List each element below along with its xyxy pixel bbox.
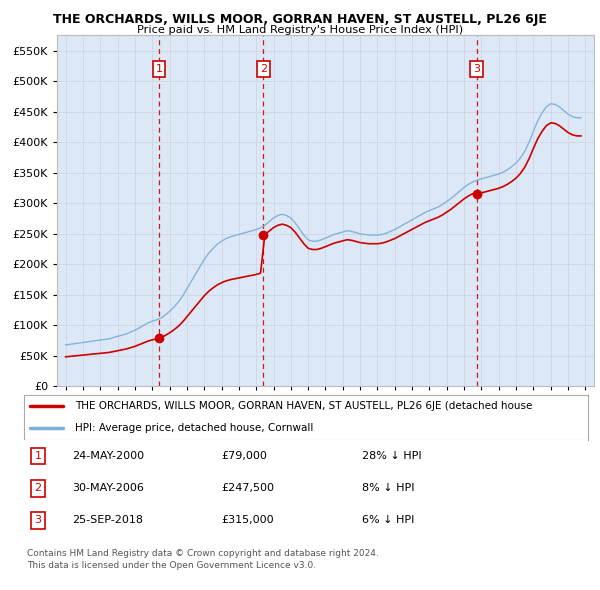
Text: 24-MAY-2000: 24-MAY-2000 (72, 451, 144, 461)
Text: THE ORCHARDS, WILLS MOOR, GORRAN HAVEN, ST AUSTELL, PL26 6JE: THE ORCHARDS, WILLS MOOR, GORRAN HAVEN, … (53, 13, 547, 26)
Text: THE ORCHARDS, WILLS MOOR, GORRAN HAVEN, ST AUSTELL, PL26 6JE (detached house: THE ORCHARDS, WILLS MOOR, GORRAN HAVEN, … (75, 401, 532, 411)
Text: Contains HM Land Registry data © Crown copyright and database right 2024.: Contains HM Land Registry data © Crown c… (27, 549, 379, 558)
Text: 8% ↓ HPI: 8% ↓ HPI (362, 483, 415, 493)
Text: 3: 3 (473, 64, 480, 74)
Text: £247,500: £247,500 (221, 483, 274, 493)
Text: 3: 3 (35, 515, 41, 525)
Text: 2: 2 (260, 64, 267, 74)
Text: 25-SEP-2018: 25-SEP-2018 (72, 515, 143, 525)
Text: Price paid vs. HM Land Registry's House Price Index (HPI): Price paid vs. HM Land Registry's House … (137, 25, 463, 35)
Text: 1: 1 (35, 451, 41, 461)
Text: 30-MAY-2006: 30-MAY-2006 (72, 483, 144, 493)
Text: HPI: Average price, detached house, Cornwall: HPI: Average price, detached house, Corn… (75, 424, 313, 434)
Text: £79,000: £79,000 (221, 451, 267, 461)
Text: 6% ↓ HPI: 6% ↓ HPI (362, 515, 415, 525)
Text: £315,000: £315,000 (221, 515, 274, 525)
Text: 28% ↓ HPI: 28% ↓ HPI (362, 451, 422, 461)
Text: This data is licensed under the Open Government Licence v3.0.: This data is licensed under the Open Gov… (27, 560, 316, 569)
Text: 2: 2 (35, 483, 41, 493)
Text: 1: 1 (155, 64, 163, 74)
